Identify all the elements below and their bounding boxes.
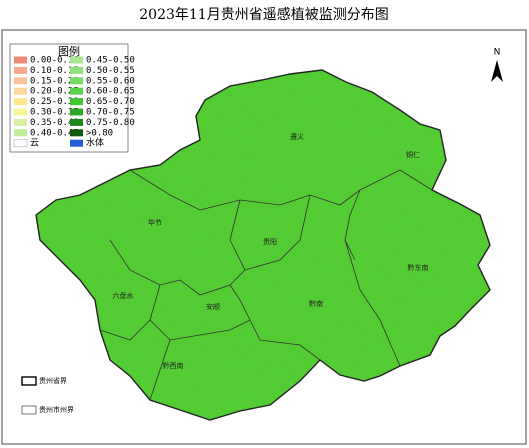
legend-swatch	[14, 118, 27, 126]
legend-swatch	[14, 77, 27, 85]
legend-label: 0.40-0.45	[30, 128, 79, 138]
province-border	[35, 69, 491, 421]
legend-label: 0.50-0.55	[86, 66, 135, 76]
boundary-swatch	[21, 376, 37, 386]
prefecture-borders	[99, 169, 433, 401]
legend-label: 0.70-0.75	[86, 108, 135, 118]
legend-label: 0.20-0.25	[30, 87, 79, 97]
legend: 0.00-0.100.10-0.150.15-0.200.20-0.250.25…	[13, 56, 135, 149]
legend-swatch	[14, 108, 27, 116]
north-label: N	[494, 48, 501, 58]
legend-title: 图例	[58, 44, 80, 58]
city-label: 安顺	[206, 302, 220, 311]
legend-label: 0.35-0.40	[30, 118, 79, 128]
city-label: 毕节	[148, 218, 162, 227]
legend-swatch	[13, 139, 28, 148]
legend-swatch	[14, 129, 27, 137]
legend-swatch	[70, 77, 83, 85]
legend-label: 0.15-0.20	[30, 76, 79, 86]
legend-label: 0.65-0.70	[86, 97, 135, 107]
city-label: 黔东南	[408, 263, 429, 272]
map-frame	[1, 29, 527, 445]
map-title: 2023年11月贵州省遥感植被监测分布图	[139, 6, 388, 23]
legend-swatch	[70, 139, 83, 147]
legend-swatch	[70, 98, 83, 106]
legend-swatch	[70, 108, 83, 116]
legend-label: 0.60-0.65	[86, 87, 135, 97]
legend-swatch	[14, 66, 27, 74]
legend-label: 0.00-0.10	[30, 56, 79, 66]
north-arrow: N	[491, 48, 503, 82]
legend-swatch	[70, 118, 83, 126]
legend-label: 云	[30, 139, 39, 149]
legend-box	[9, 43, 129, 153]
legend-label: 0.75-0.80	[86, 118, 135, 128]
legend-swatch	[14, 56, 27, 64]
legend-label: 0.55-0.60	[86, 76, 135, 86]
legend-label: 0.45-0.50	[86, 56, 135, 66]
legend-label: 水体	[86, 137, 104, 149]
city-label: 黔西南	[163, 361, 184, 370]
legend-label: 0.30-0.35	[30, 108, 79, 118]
boundary-swatch	[21, 405, 37, 415]
boundary-label: 贵州省界	[39, 376, 67, 385]
city-label: 遵义	[290, 132, 304, 141]
legend-swatch	[14, 87, 27, 95]
legend-label: 0.25-0.30	[30, 97, 79, 107]
boundary-label: 贵州市州界	[39, 405, 74, 414]
legend-swatch	[70, 87, 83, 95]
legend-label: >0.80	[86, 128, 113, 138]
city-label: 六盘水	[113, 291, 134, 300]
legend-swatch	[70, 129, 83, 137]
city-label: 黔南	[309, 299, 323, 308]
legend-label: 0.10-0.15	[30, 66, 79, 76]
city-label: 铜仁	[406, 150, 420, 159]
legend-swatch	[70, 66, 83, 74]
city-label: 贵阳	[263, 237, 277, 246]
legend-swatch	[14, 98, 27, 106]
legend-swatch	[70, 56, 83, 64]
